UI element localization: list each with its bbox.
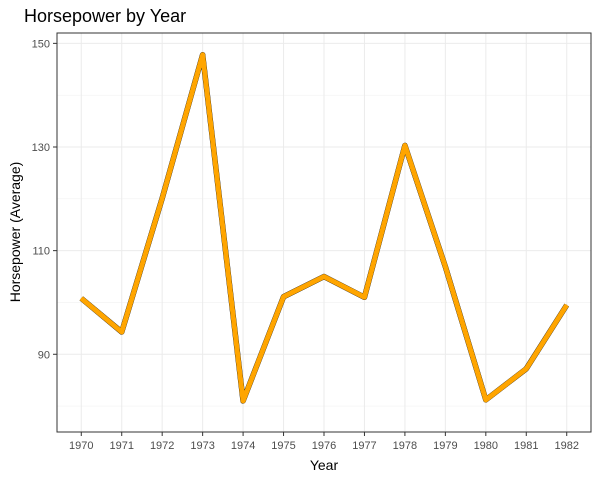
- x-tick-label: 1971: [109, 440, 133, 452]
- x-tick-label: 1982: [554, 440, 578, 452]
- data-point: [242, 400, 244, 402]
- x-tick-label: 1978: [393, 440, 417, 452]
- data-point: [283, 296, 285, 298]
- y-axis-title: Horsepower (Average): [7, 162, 23, 303]
- x-tick-label: 1979: [433, 440, 457, 452]
- series-layer: [79, 52, 570, 404]
- x-tick-labels: 1970 1971 1972 1973 1974 1975 1976 1977 1978 1979…: [69, 440, 579, 452]
- data-point: [202, 54, 204, 56]
- axis-ticks: [53, 42, 568, 436]
- data-point: [363, 296, 365, 298]
- data-point: [566, 304, 568, 306]
- x-tick-label: 1970: [69, 440, 93, 452]
- y-tick-label: 150: [32, 38, 50, 50]
- data-point: [485, 399, 487, 401]
- y-tick-label: 130: [32, 142, 50, 154]
- x-tick-label: 1975: [271, 440, 295, 452]
- data-point: [444, 266, 446, 268]
- data-point: [323, 276, 325, 278]
- y-tick-label: 110: [32, 246, 50, 258]
- data-point: [525, 368, 527, 370]
- y-tick-label: 90: [38, 349, 50, 361]
- x-axis-title: Year: [310, 457, 339, 473]
- x-tick-label: 1981: [514, 440, 538, 452]
- data-point: [80, 297, 82, 299]
- y-tick-labels: 90 110 130 150: [32, 38, 50, 361]
- chart-title: Horsepower by Year: [24, 6, 187, 26]
- major-gridlines: [57, 33, 591, 432]
- x-tick-label: 1976: [312, 440, 336, 452]
- data-point: [121, 331, 123, 333]
- x-tick-label: 1973: [190, 440, 214, 452]
- data-point: [161, 197, 163, 199]
- x-tick-label: 1972: [150, 440, 174, 452]
- data-point: [404, 144, 406, 146]
- x-tick-label: 1977: [352, 440, 376, 452]
- x-tick-label: 1974: [231, 440, 255, 452]
- x-tick-label: 1980: [474, 440, 498, 452]
